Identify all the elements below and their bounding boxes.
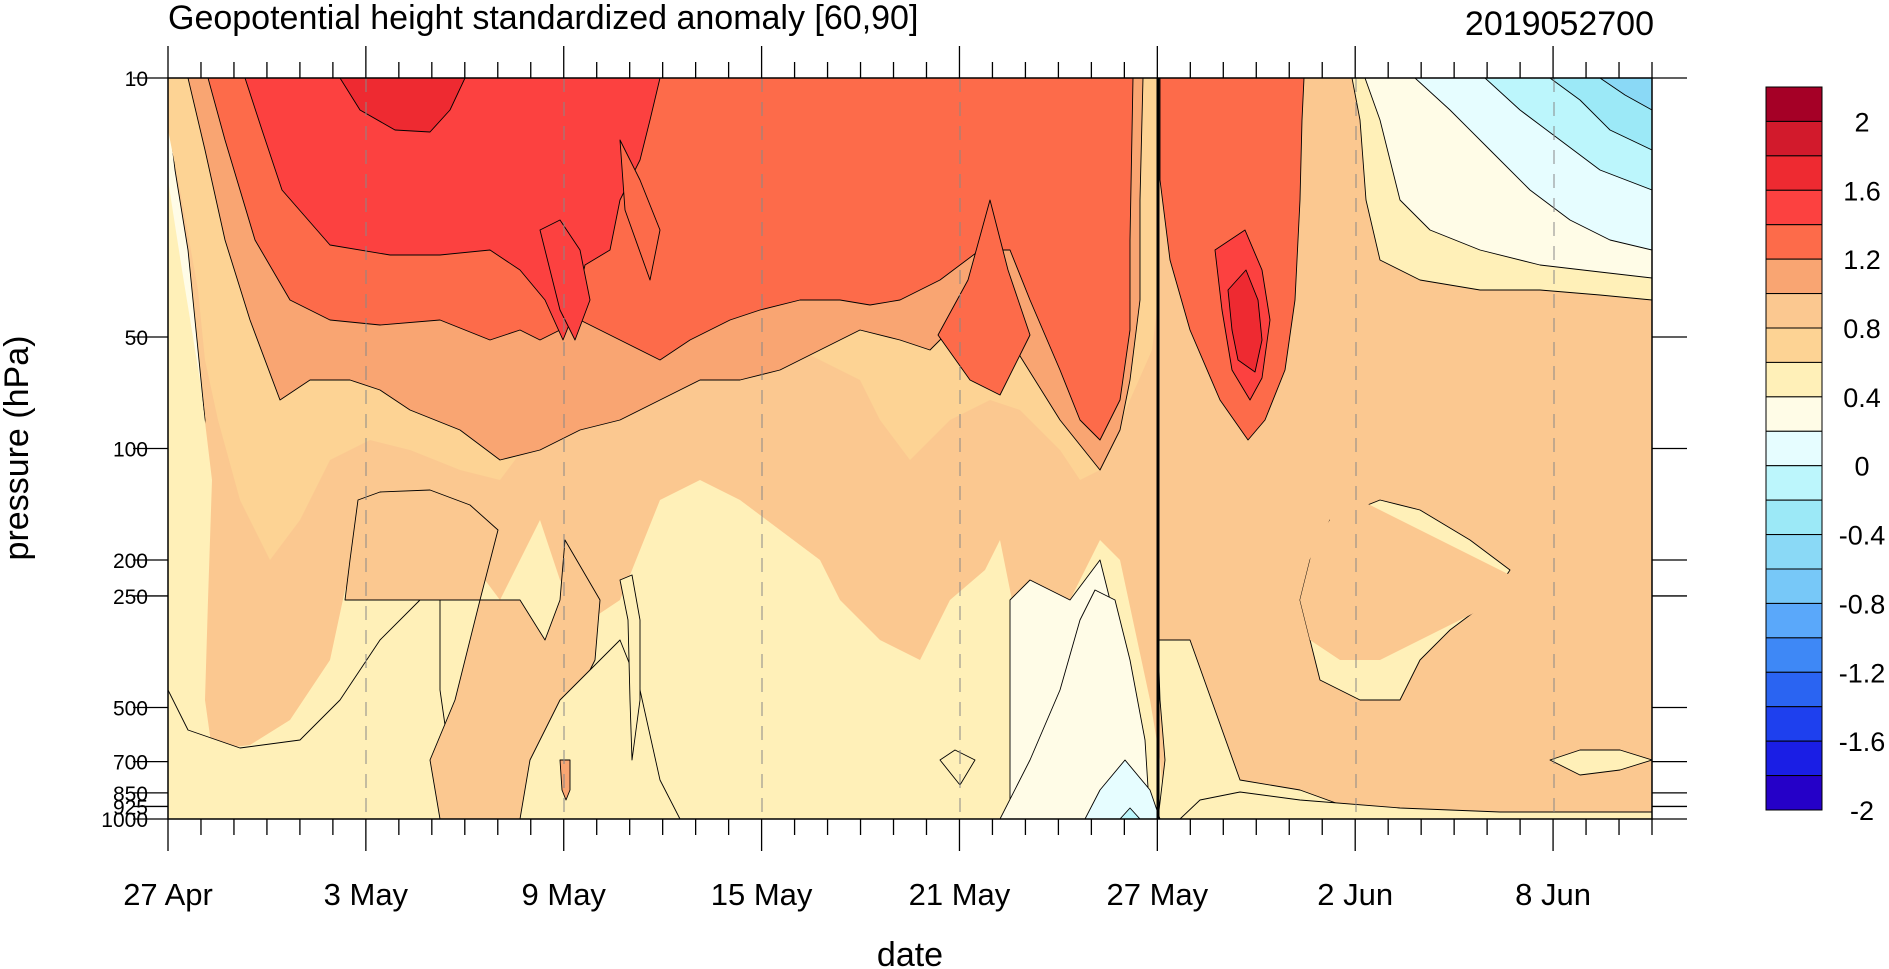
colorbar-swatch xyxy=(1765,224,1823,260)
x-axis: 27 Apr 3 May 9 May 15 May 21 May 27 May 2 Jun 8… xyxy=(123,46,1653,912)
contour-bottom-cyan xyxy=(1084,759,1161,819)
contour-red-spike xyxy=(619,139,661,281)
colorbar-swatch xyxy=(1765,86,1823,122)
colorbar-label: -2 xyxy=(1850,796,1874,826)
colorbar-swatch xyxy=(1765,499,1823,536)
colorbar-swatch xyxy=(1765,568,1823,604)
x-tick-label: 9 May xyxy=(522,877,607,912)
colorbar-label: -0.8 xyxy=(1839,589,1886,619)
contour-mid-yellow-1 xyxy=(344,489,601,819)
date-gridlines xyxy=(365,78,1555,819)
colorbar-swatch xyxy=(1765,327,1823,363)
colorbar-label: 0 xyxy=(1854,452,1869,482)
y-tick-label: 200 xyxy=(113,550,148,573)
contour-bottom-white xyxy=(999,589,1151,819)
y-tick-label: 10 xyxy=(125,68,148,91)
x-axis-label: date xyxy=(877,936,943,969)
contour-small-orange-pill xyxy=(559,759,571,801)
colorbar-swatch xyxy=(1765,775,1823,811)
contour-red-left-lobe xyxy=(539,219,591,341)
contour-diamond-1 xyxy=(937,199,1031,396)
colorbar-swatch xyxy=(1765,189,1823,226)
colorbar-swatch xyxy=(1765,740,1823,777)
colorbar-swatch xyxy=(1765,155,1823,191)
contour-bottom-cyan-2 xyxy=(1119,807,1141,819)
contour-low-yellow xyxy=(519,639,681,819)
x-tick-label: 27 May xyxy=(1106,877,1208,912)
x-tick-label: 27 Apr xyxy=(123,877,213,912)
contour-small-yellow-diamond xyxy=(939,749,976,786)
colorbar: 2 1.6 1.2 0.8 0.4 0 -0.4 -0.8 -1.2 -1.6 -2 xyxy=(1765,86,1886,826)
y-tick-label: 925 xyxy=(113,796,148,819)
x-tick-label: 3 May xyxy=(324,877,409,912)
colorbar-label: 2 xyxy=(1854,107,1869,137)
colorbar-label: 1.2 xyxy=(1843,245,1881,275)
contour-bottom-right-band xyxy=(1179,791,1652,819)
y-axis-label: pressure (hPa) xyxy=(0,336,36,561)
contour-upper-right-cyan-4 xyxy=(1599,78,1652,111)
colorbar-swatch xyxy=(1765,534,1823,570)
y-tick-label: 250 xyxy=(113,586,148,609)
y-tick-label: 1000 xyxy=(101,809,148,832)
y-tick-label: 850 xyxy=(113,783,148,806)
colorbar-swatch xyxy=(1765,258,1823,295)
chart-date-stamp: 2019052700 xyxy=(1465,5,1654,43)
colorbar-swatch xyxy=(1765,465,1823,501)
colorbar-swatch xyxy=(1765,293,1823,329)
colorbar-label: 1.6 xyxy=(1843,176,1881,206)
colorbar-swatch xyxy=(1765,706,1823,742)
colorbar-label: 0.8 xyxy=(1843,314,1881,344)
x-tick-label: 15 May xyxy=(711,877,813,912)
contour-band-red-deep xyxy=(339,78,466,133)
y-tick-label: 700 xyxy=(113,752,148,775)
colorbar-swatch xyxy=(1765,602,1823,639)
colorbar-swatch xyxy=(1765,361,1823,398)
contour-fills xyxy=(168,78,1652,819)
x-tick-label: 21 May xyxy=(909,877,1011,912)
y-tick-label: 100 xyxy=(113,439,148,462)
colorbar-swatch xyxy=(1765,120,1823,157)
colorbar-label: 0.4 xyxy=(1843,383,1881,413)
chart-title: Geopotential height standardized anomaly… xyxy=(168,0,918,37)
colorbar-swatch xyxy=(1765,430,1823,467)
x-tick-label: 2 Jun xyxy=(1317,877,1393,912)
colorbar-label: -1.6 xyxy=(1839,727,1886,757)
colorbar-label: -0.4 xyxy=(1839,521,1886,551)
contour-right-red-inner xyxy=(1227,269,1263,373)
contour-right-small-yellow xyxy=(1549,749,1652,776)
x-tick-label: 8 Jun xyxy=(1515,877,1591,912)
y-tick-label: 500 xyxy=(113,697,148,720)
y-tick-label: 50 xyxy=(125,327,148,350)
contour-mid-yellow-pill xyxy=(619,574,641,761)
colorbar-swatch xyxy=(1765,396,1823,432)
colorbar-swatch xyxy=(1765,637,1823,673)
contour-right-yellow-2 xyxy=(1300,78,1652,660)
colorbar-label: -1.2 xyxy=(1839,658,1886,688)
colorbar-swatch xyxy=(1765,671,1823,708)
